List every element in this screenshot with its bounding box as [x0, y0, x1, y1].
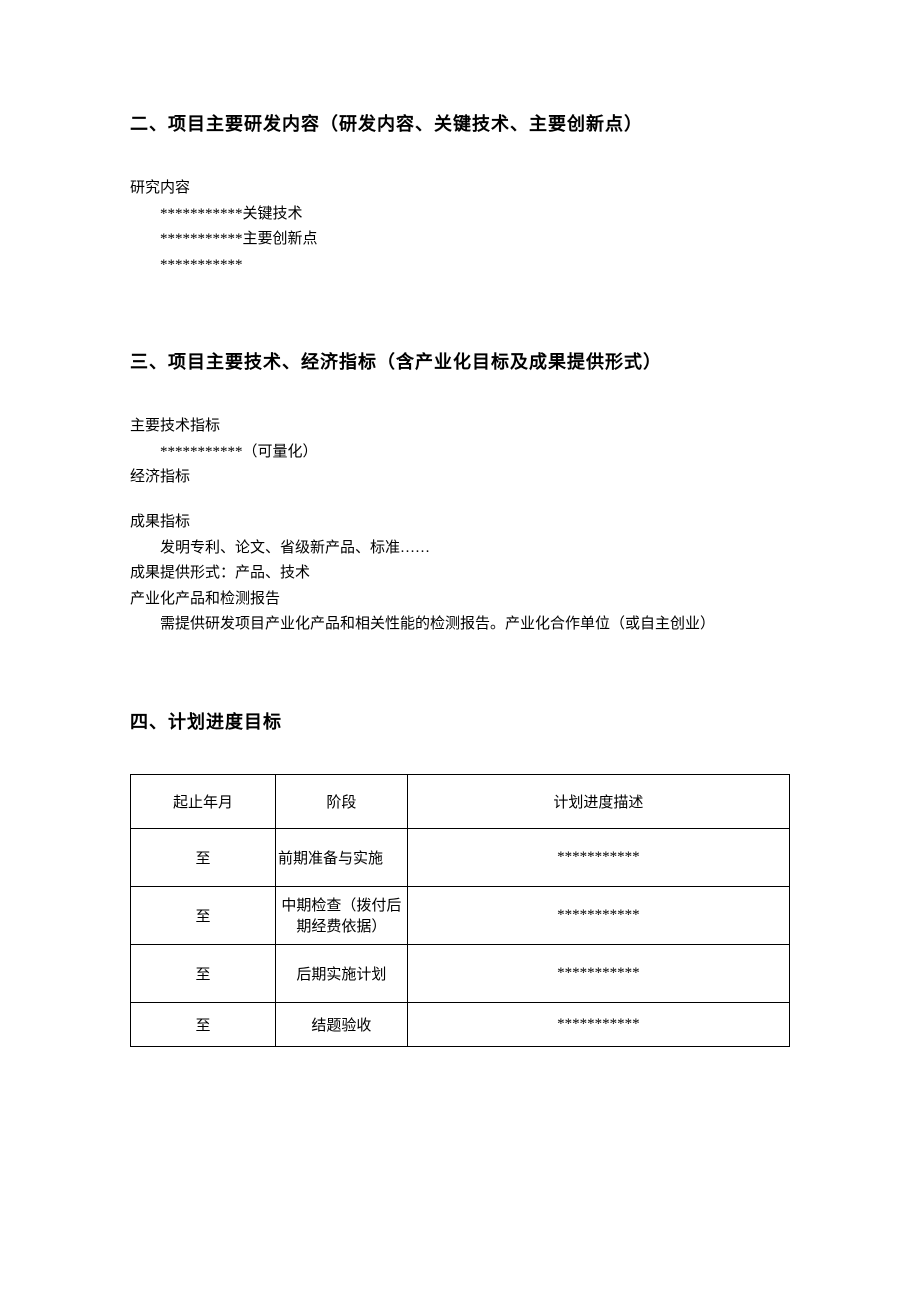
- cell-dates: 至: [131, 944, 276, 1002]
- section-four: 四、计划进度目标 起止年月 阶段 计划进度描述 至 前期准备与实施 ******…: [130, 708, 790, 1047]
- section-two-body: 研究内容 ***********关键技术 ***********主要创新点 **…: [130, 176, 790, 278]
- text-line: 研究内容: [130, 176, 790, 202]
- cell-dates: 至: [131, 828, 276, 886]
- text-line: ***********（可量化）: [130, 440, 790, 466]
- cell-desc: ***********: [407, 886, 789, 944]
- table-row: 至 中期检查（拨付后期经费依据） ***********: [131, 886, 790, 944]
- text-line: ***********主要创新点: [130, 227, 790, 253]
- section-three-heading: 三、项目主要技术、经济指标（含产业化目标及成果提供形式）: [130, 348, 790, 374]
- cell-desc: ***********: [407, 828, 789, 886]
- text-line: 产业化产品和检测报告: [130, 587, 790, 613]
- cell-desc: ***********: [407, 944, 789, 1002]
- cell-stage: 中期检查（拨付后期经费依据）: [275, 886, 407, 944]
- text-line: 成果提供形式：产品、技术: [130, 561, 790, 587]
- cell-desc: ***********: [407, 1002, 789, 1046]
- blank-line: [130, 491, 790, 511]
- section-three: 三、项目主要技术、经济指标（含产业化目标及成果提供形式） 主要技术指标 ****…: [130, 348, 790, 638]
- text-line: ***********: [130, 253, 790, 279]
- table-header-dates: 起止年月: [131, 774, 276, 828]
- cell-stage: 后期实施计划: [275, 944, 407, 1002]
- table-header-row: 起止年月 阶段 计划进度描述: [131, 774, 790, 828]
- table-header-stage: 阶段: [275, 774, 407, 828]
- text-line: 需提供研发项目产业化产品和相关性能的检测报告。产业化合作单位（或自主创业）: [130, 612, 790, 638]
- table-header-desc: 计划进度描述: [407, 774, 789, 828]
- section-four-heading: 四、计划进度目标: [130, 708, 790, 734]
- section-two: 二、项目主要研发内容（研发内容、关键技术、主要创新点） 研究内容 *******…: [130, 110, 790, 278]
- text-line: 成果指标: [130, 510, 790, 536]
- cell-dates: 至: [131, 886, 276, 944]
- section-two-heading: 二、项目主要研发内容（研发内容、关键技术、主要创新点）: [130, 110, 790, 136]
- cell-dates: 至: [131, 1002, 276, 1046]
- cell-stage: 结题验收: [275, 1002, 407, 1046]
- table-row: 至 结题验收 ***********: [131, 1002, 790, 1046]
- cell-stage: 前期准备与实施: [275, 828, 407, 886]
- section-three-body: 主要技术指标 ***********（可量化） 经济指标 成果指标 发明专利、论…: [130, 414, 790, 638]
- text-line: ***********关键技术: [130, 202, 790, 228]
- schedule-table: 起止年月 阶段 计划进度描述 至 前期准备与实施 *********** 至 中…: [130, 774, 790, 1047]
- text-line: 主要技术指标: [130, 414, 790, 440]
- text-line: 发明专利、论文、省级新产品、标准……: [130, 536, 790, 562]
- text-line: 经济指标: [130, 465, 790, 491]
- table-row: 至 后期实施计划 ***********: [131, 944, 790, 1002]
- table-row: 至 前期准备与实施 ***********: [131, 828, 790, 886]
